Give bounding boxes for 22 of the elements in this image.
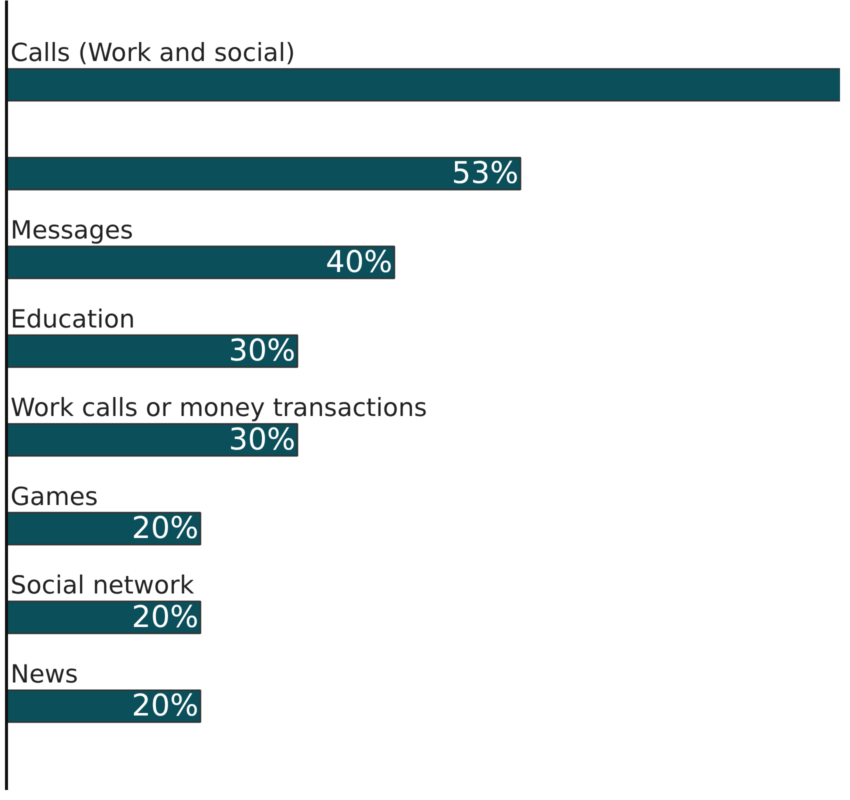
bar	[6, 689, 202, 723]
data-label: 40%	[326, 244, 392, 280]
data-label: 20%	[132, 511, 198, 546]
data-label: 30%	[228, 422, 296, 458]
data-label: 20%	[132, 688, 198, 724]
y-tick-label: Work calls or money transactions	[10, 393, 428, 422]
bar	[6, 334, 298, 368]
bar	[6, 600, 202, 634]
y-tick-label: News	[10, 659, 78, 688]
data-label: 53%	[452, 156, 518, 192]
bar	[6, 246, 396, 280]
y-tick-label: Education	[10, 304, 135, 334]
y-tick-label: Calls (Work and social)	[10, 38, 296, 68]
bar	[6, 68, 840, 102]
bar	[6, 512, 202, 546]
bar	[6, 156, 522, 190]
y-tick-label: Social network	[10, 570, 195, 600]
bar	[6, 423, 298, 457]
data-label: 20%	[132, 600, 198, 635]
y-tick-label: Games	[10, 482, 98, 511]
y-tick-label: Messages	[10, 216, 134, 245]
data-label: 30%	[228, 334, 296, 369]
